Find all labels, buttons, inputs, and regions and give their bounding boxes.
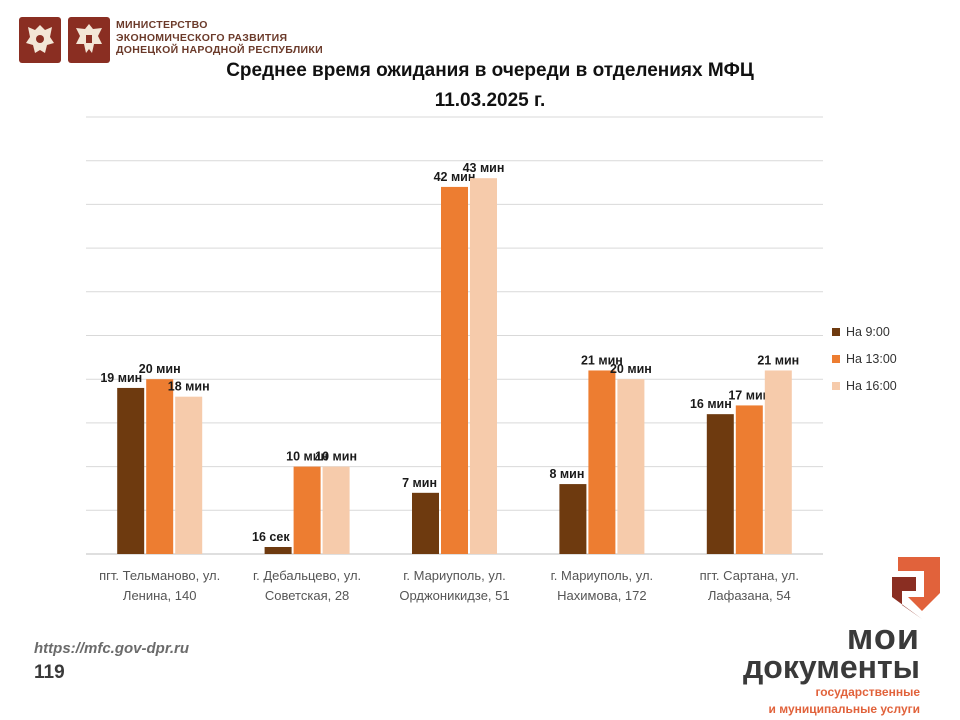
- bar: [117, 387, 145, 554]
- data-label: 21 мин: [581, 353, 623, 367]
- legend-swatch: [832, 327, 840, 336]
- data-label: 10 мин: [315, 450, 357, 464]
- bar: [441, 186, 468, 555]
- legend-item: На 16:00: [832, 372, 897, 399]
- category-label: Нахимова, 172: [557, 588, 646, 603]
- category-label: пгт. Сартана, ул.: [700, 568, 799, 583]
- data-label: 20 мин: [610, 362, 652, 376]
- bar: [764, 370, 792, 554]
- bar: [146, 379, 174, 554]
- brand-subtitle: и муниципальные услуги: [768, 702, 920, 716]
- data-label: 42 мин: [434, 170, 476, 184]
- brand-subtitle: государственные: [815, 685, 920, 699]
- bar: [412, 492, 439, 554]
- brand-line2: документы: [742, 649, 920, 685]
- category-label: Ленина, 140: [123, 588, 197, 603]
- ministry-line: МИНИСТЕРСТВО: [116, 19, 208, 31]
- category-label: г. Мариуполь, ул.: [551, 568, 654, 583]
- legend-item: На 9:00: [832, 318, 897, 345]
- data-label: 43 мин: [463, 161, 505, 175]
- category-label: г. Дебальцево, ул.: [253, 568, 361, 583]
- data-label: 10 мин: [286, 450, 328, 464]
- bar: [559, 484, 587, 554]
- category-label: г. Мариуполь, ул.: [403, 568, 506, 583]
- bar: [175, 396, 203, 554]
- legend-label: На 13:00: [846, 351, 897, 366]
- data-label: 20 мин: [139, 362, 181, 376]
- legend-label: На 9:00: [846, 324, 890, 339]
- category-label: Орджоникидзе, 51: [399, 588, 509, 603]
- bar: [293, 466, 321, 554]
- page-number: 119: [34, 662, 65, 683]
- dpr-coat-of-arms-icon: [68, 17, 110, 63]
- bar: [264, 547, 292, 554]
- brand-logo: мои документы государственные и муниципа…: [742, 616, 920, 717]
- category-label: Советская, 28: [265, 588, 349, 603]
- bar: [617, 379, 645, 554]
- category-label: Лафазана, 54: [708, 588, 791, 603]
- legend-label: На 16:00: [846, 378, 897, 393]
- brand-line1: мои: [846, 616, 920, 657]
- data-label: 19 мин: [100, 371, 142, 385]
- legend: На 9:00 На 13:00 На 16:00: [832, 318, 897, 399]
- data-label: 8 мин: [549, 467, 584, 481]
- russia-coat-of-arms-icon: [19, 17, 61, 63]
- ministry-line: ДОНЕЦКОЙ НАРОДНОЙ РЕСПУБЛИКИ: [116, 44, 323, 56]
- bar: [735, 405, 763, 554]
- chart-title: Среднее время ожидания в очереди в отдел…: [226, 60, 754, 81]
- legend-swatch: [832, 381, 840, 390]
- bar: [470, 178, 497, 554]
- data-label: 7 мин: [402, 476, 437, 490]
- data-label: 16 мин: [690, 397, 732, 411]
- chart-date: 11.03.2025 г.: [434, 90, 546, 111]
- legend-swatch: [832, 354, 840, 363]
- data-label: 18 мин: [168, 380, 210, 394]
- ministry-name: МИНИСТЕРСТВО ЭКОНОМИЧЕСКОГО РАЗВИТИЯ ДОН…: [116, 19, 323, 57]
- bar: [706, 414, 734, 554]
- data-label: 17 мин: [728, 388, 770, 402]
- ministry-line: ЭКОНОМИЧЕСКОГО РАЗВИТИЯ: [116, 31, 288, 44]
- moi-dokumenty-logo-icon: [892, 557, 940, 619]
- data-label: 21 мин: [757, 353, 799, 367]
- bar: [588, 370, 616, 554]
- bar: [322, 466, 350, 554]
- legend-item: На 13:00: [832, 345, 897, 372]
- data-label: 16 сек: [252, 530, 290, 544]
- category-label: пгт. Тельманово, ул.: [99, 568, 220, 583]
- website-link[interactable]: https://mfc.gov-dpr.ru: [34, 640, 189, 657]
